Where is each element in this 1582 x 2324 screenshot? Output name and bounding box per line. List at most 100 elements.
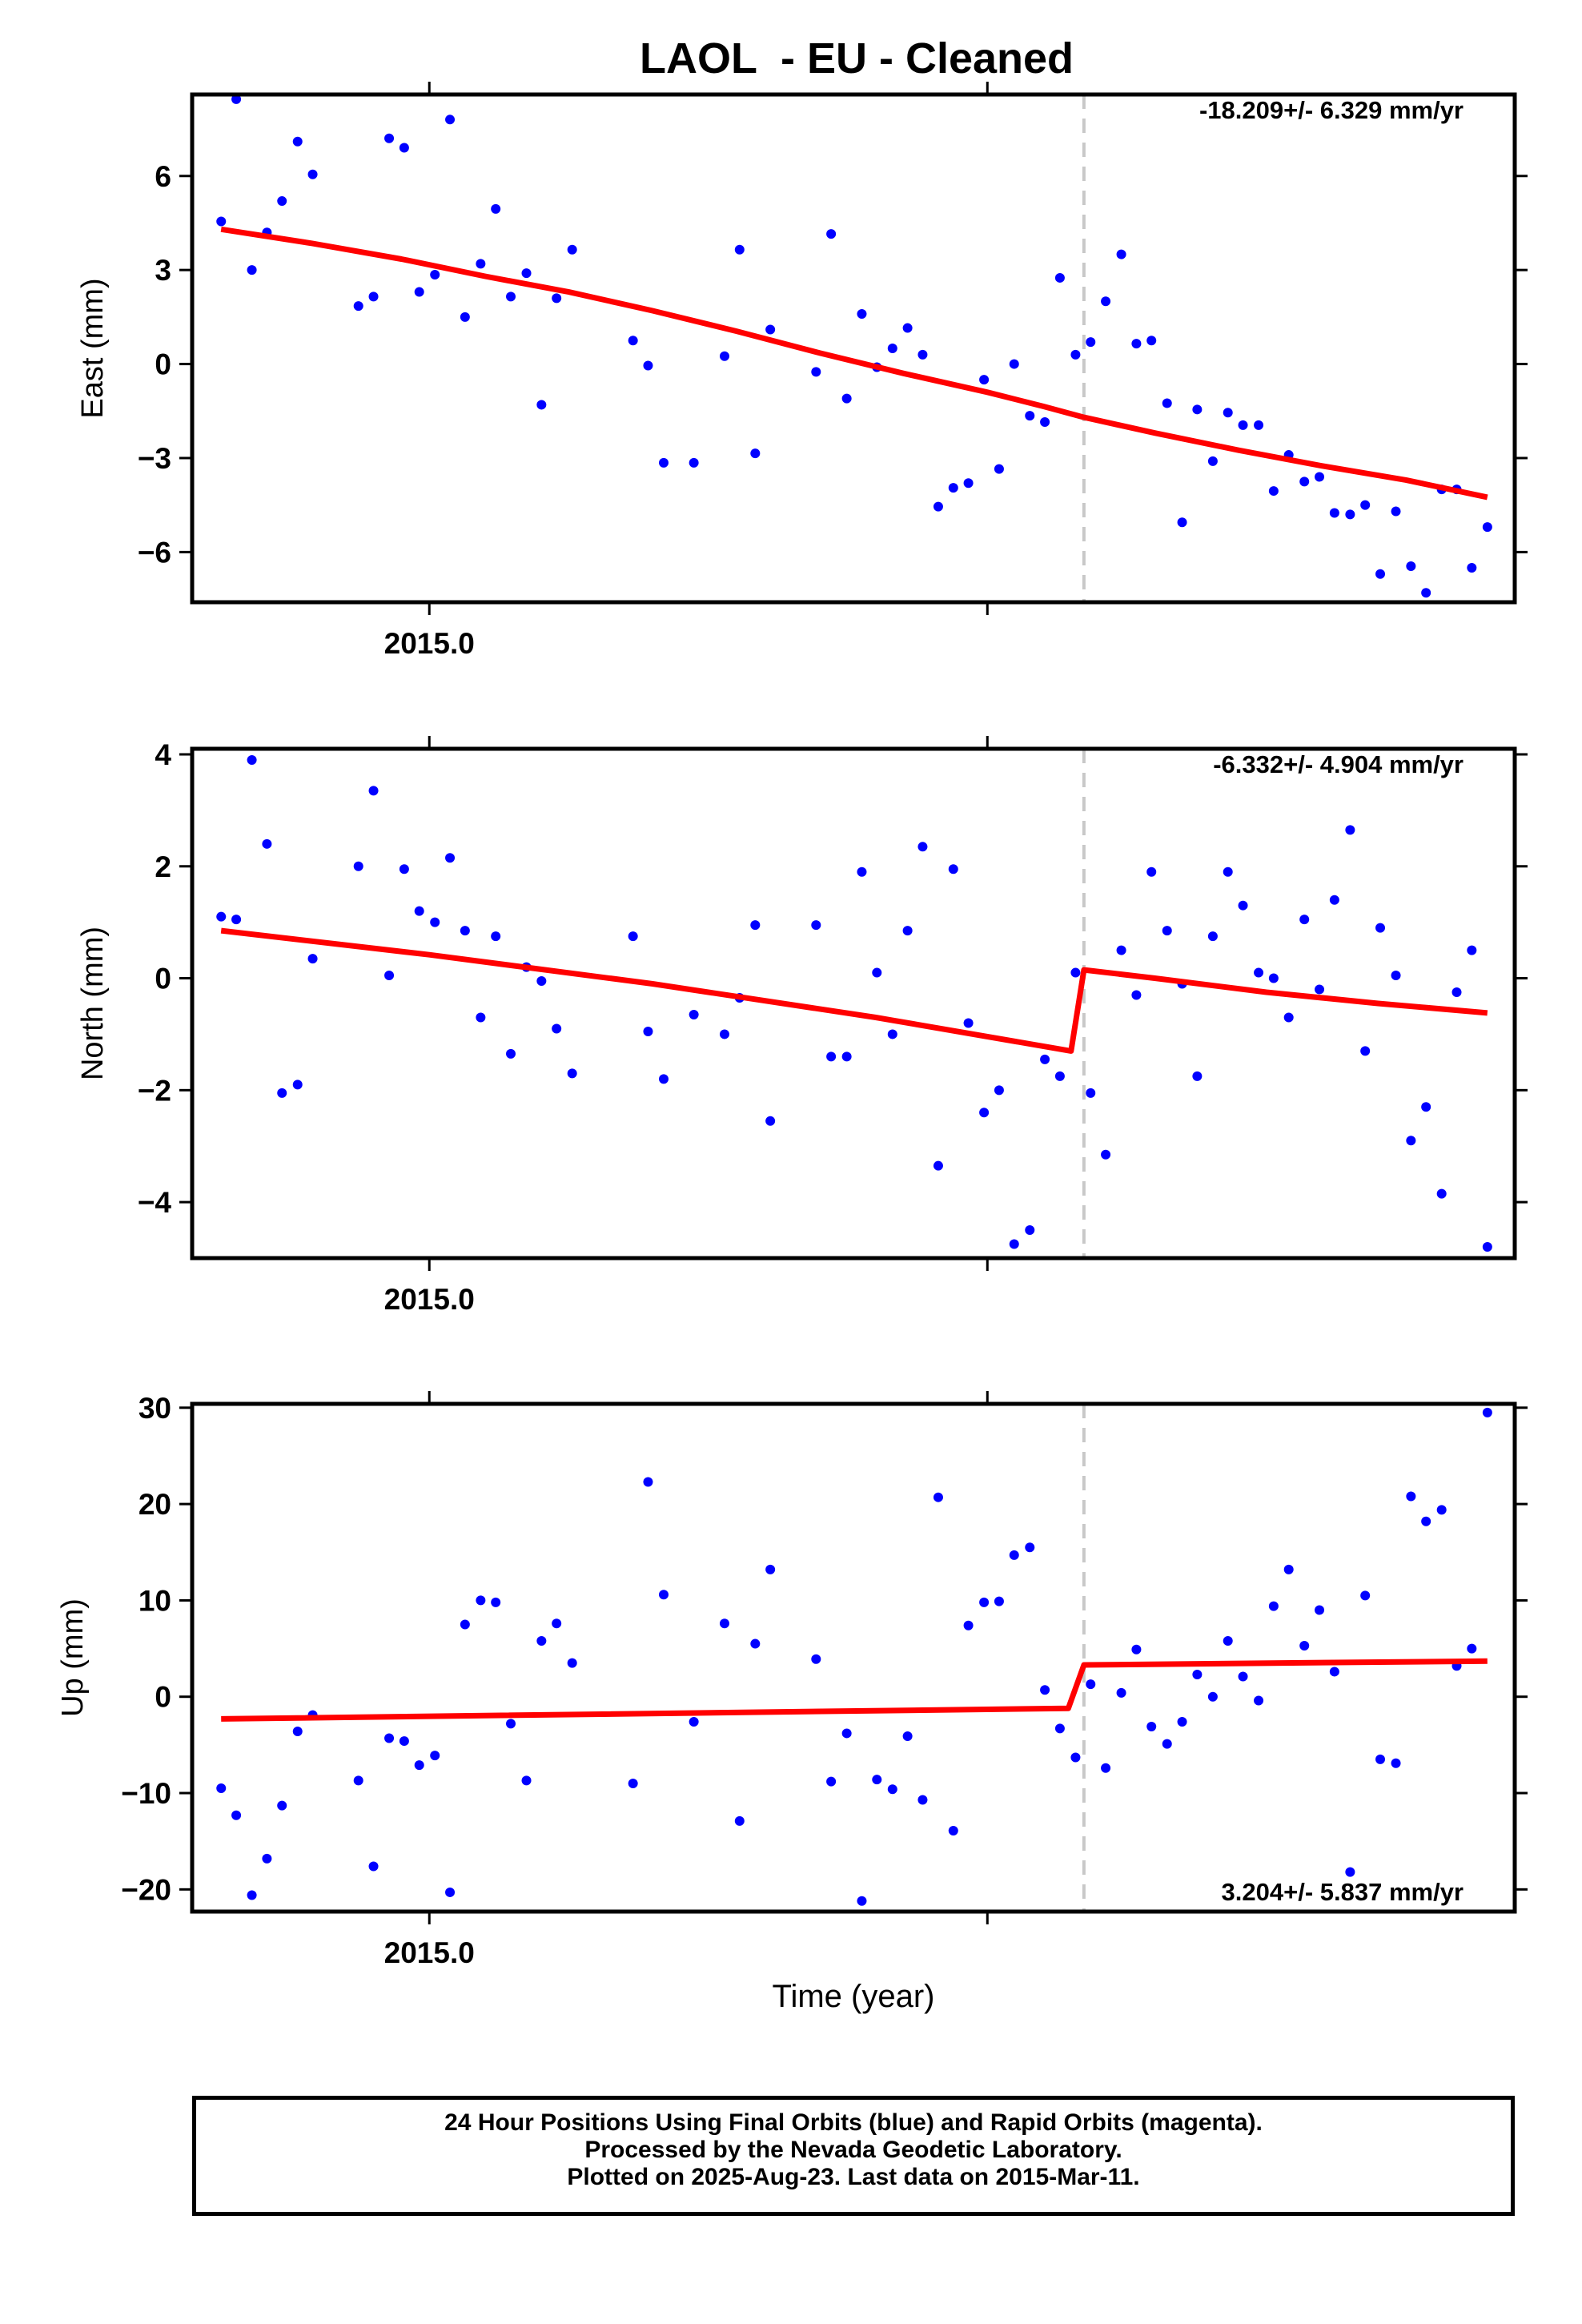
up-data-point [536,1635,547,1646]
up-data-point [368,1861,379,1872]
up-ytick-label: 20 [139,1488,171,1521]
east-data-point [414,287,424,297]
north-ylabel: North (mm) [76,927,110,1080]
east-fit-line [220,226,1488,501]
east-data-point [1406,561,1416,571]
east-data-point [476,259,486,269]
up-data-point [231,1810,242,1820]
east-data-point [552,293,562,304]
up-data-point [399,1736,409,1747]
east-data-point [826,229,837,239]
north-data-point [1101,1149,1111,1160]
up-ytick-label: 30 [139,1392,171,1425]
up-data-point [384,1733,395,1743]
up-data-point [887,1784,897,1795]
east-data-point [719,351,729,361]
up-ytick-label: 0 [155,1681,171,1714]
east-frame [190,92,1517,605]
north-data-point [247,754,257,765]
up-data-point [734,1815,745,1826]
footer-line-orbits: 24 Hour Positions Using Final Orbits (bl… [444,2109,1263,2136]
north-data-point [292,1080,303,1090]
east-data-point [1254,420,1264,430]
up-frame [190,1401,1517,1914]
x-axis-label: Time (year) [773,1979,935,2014]
east-data-point [750,448,761,459]
east-data-point [1207,456,1218,466]
up-data-point [521,1775,532,1786]
north-data-point [1406,1136,1416,1146]
north-data-point [979,1108,990,1118]
east-data-point [399,143,409,153]
north-data-point [1238,900,1248,911]
north-data-point [1086,1088,1096,1098]
north-data-point [445,853,456,863]
north-ytick-label: −2 [138,1074,171,1107]
east-data-point [841,393,852,404]
north-data-point [1467,945,1477,955]
north-data-point [765,1116,776,1126]
east-data-point [1223,408,1233,418]
up-data-point [1086,1679,1096,1690]
east-data-point [1329,508,1339,518]
up-data-point [353,1775,363,1786]
east-data-point [1101,296,1111,307]
east-data-point [1467,562,1477,573]
north-data-point [1299,915,1310,925]
up-data-point [933,1492,943,1502]
north-data-point [1131,990,1142,1000]
east-data-point [491,203,501,214]
north-xtick-label: 2015.0 [384,1283,475,1316]
up-data-point [1315,1605,1325,1615]
east-data-point [765,324,776,335]
north-data-point [643,1026,653,1036]
east-data-point [536,400,547,410]
footer-line-processed: Processed by the Nevada Geodetic Laborat… [584,2137,1122,2163]
east-panel: 6 3 0 −3 −6 2015.0 -18.209+/- 6.329 mm/yr East … [76,82,1528,660]
north-data-point [1283,1012,1294,1023]
up-data-point [1360,1590,1371,1601]
up-data-point [841,1728,852,1739]
east-data-point [811,367,821,377]
up-data-point [902,1731,913,1742]
up-data-point [1406,1491,1416,1502]
east-data-point [506,292,516,302]
up-data-point [567,1658,577,1668]
north-data-point [399,864,409,875]
east-ytick-label: −6 [138,536,171,569]
east-xtick-label: 2015.0 [384,627,475,660]
up-data-point [1268,1601,1279,1611]
up-data-point [1223,1635,1233,1646]
north-data-point [872,967,882,978]
up-data-point [1101,1763,1111,1773]
north-data-point [826,1051,837,1062]
north-data-point [1315,984,1325,995]
up-data-point [506,1719,516,1729]
up-data-point [414,1760,424,1771]
north-data-point [1009,1239,1019,1249]
east-data-point [567,244,577,255]
north-data-point [1040,1054,1050,1064]
east-data-point [689,457,699,468]
up-ylabel: Up (mm) [56,1598,90,1717]
north-data-point [811,920,821,931]
north-data-point [430,917,440,927]
chart-title: LAOL - EU - Cleaned [639,34,1074,82]
up-data-point [1329,1667,1339,1677]
up-data-point [552,1618,562,1629]
up-data-point [811,1654,821,1664]
east-data-point [659,457,669,468]
up-data-point [872,1775,882,1785]
east-data-point [292,136,303,147]
up-ytick-label: −20 [121,1873,171,1906]
north-data-point [414,906,424,916]
up-rate-label: 3.204+/- 5.837 mm/yr [1222,1878,1464,1906]
east-data-point [1299,476,1310,487]
up-data-point [948,1825,958,1835]
east-data-point [902,323,913,333]
east-data-point [963,478,974,489]
north-data-point [1025,1225,1035,1236]
east-data-point [948,483,958,493]
north-data-point [1436,1188,1447,1199]
north-data-point [1268,973,1279,983]
